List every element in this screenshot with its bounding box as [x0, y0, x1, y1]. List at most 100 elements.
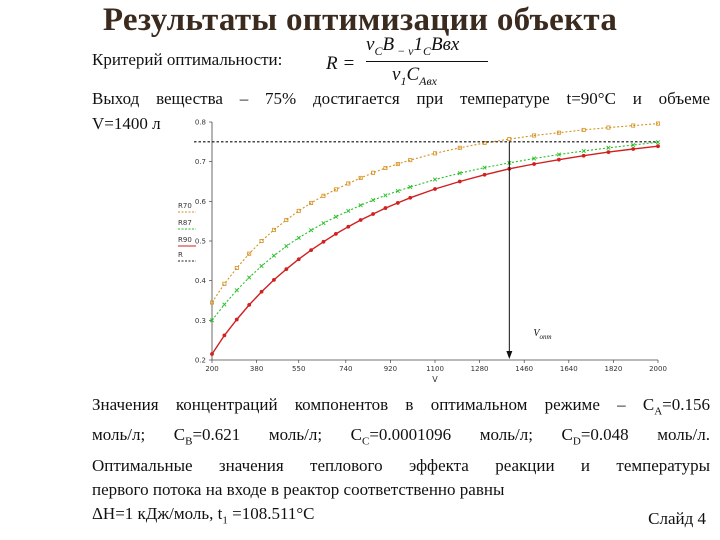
- x-tick-label: 1820: [604, 365, 622, 373]
- data-point-R90: [532, 162, 537, 166]
- data-point-R87: [581, 148, 586, 154]
- data-point-R90: [383, 206, 388, 210]
- data-point-R87: [358, 203, 363, 208]
- data-point-R87: [482, 165, 487, 170]
- legend-label-R70: R70: [178, 202, 192, 210]
- results-line-1: Значения концентраций компонентов в опти…: [92, 395, 710, 418]
- data-point-R70: [309, 200, 314, 205]
- y-tick-label: 0.3: [195, 317, 206, 325]
- data-point-R70: [457, 145, 462, 150]
- data-point-R87: [222, 302, 227, 307]
- x-tick-label: 920: [384, 365, 397, 373]
- data-point-R90: [309, 248, 314, 253]
- y-tick-label: 0.6: [195, 198, 207, 206]
- data-point-R90: [247, 302, 252, 307]
- data-point-R70: [259, 239, 264, 244]
- data-point-R87: [370, 198, 376, 203]
- data-point-R90: [631, 147, 636, 151]
- data-point-R70: [247, 251, 252, 256]
- x-tick-label: 200: [205, 365, 218, 373]
- data-point-R87: [383, 193, 388, 198]
- legend-label-extra: R: [178, 251, 183, 259]
- data-point-R70: [271, 227, 276, 232]
- data-point-R87: [308, 228, 314, 233]
- data-point-R90: [296, 257, 301, 262]
- optimum-arrow-head: [506, 351, 513, 359]
- data-point-R87: [296, 235, 301, 240]
- data-point-R70: [408, 158, 413, 163]
- data-point-R87: [271, 253, 277, 258]
- y-tick-label: 0.8: [195, 119, 206, 127]
- data-point-R70: [631, 123, 636, 128]
- data-point-R87: [321, 221, 326, 226]
- data-point-R70: [507, 137, 512, 142]
- data-point-R87: [408, 184, 413, 190]
- criterion-label: Критерий оптимальности:: [92, 50, 283, 69]
- data-point-R87: [395, 188, 400, 194]
- data-point-R70: [556, 130, 561, 135]
- data-point-R90: [556, 157, 561, 162]
- data-point-R70: [222, 281, 227, 286]
- results-line-3: Оптимальные значения теплового эффекта р…: [92, 455, 710, 475]
- data-point-R90: [433, 187, 437, 191]
- data-point-R90: [395, 201, 400, 205]
- slide-number: Слайд 4: [648, 509, 706, 528]
- data-point-R87: [631, 142, 636, 148]
- formula-denominator: ν1CAвх: [392, 64, 437, 88]
- series-line-R70: [211, 123, 659, 303]
- yield-text-line-1: Выход вещества – 75% достигается при тем…: [92, 89, 710, 108]
- data-point-R70: [234, 265, 239, 270]
- yield-text-line-2: V=1400 л: [92, 114, 161, 133]
- x-tick-label: 1460: [515, 365, 533, 373]
- data-point-R90: [234, 317, 239, 322]
- data-point-R87: [247, 275, 252, 280]
- data-point-R90: [284, 267, 289, 272]
- data-point-R90: [457, 179, 462, 184]
- legend-label-R87: R87: [178, 219, 192, 227]
- results-line-5: ΔH=1 кДж/моль, t1 =108.511°C: [92, 503, 315, 527]
- optimum-volume-label: Vопт: [533, 328, 551, 341]
- y-tick-label: 0.4: [195, 277, 207, 285]
- data-point-R87: [346, 208, 351, 213]
- x-tick-label: 740: [339, 365, 352, 373]
- formula-numerator: νCB − ν1CBвх: [366, 34, 460, 58]
- data-point-R90: [210, 352, 214, 356]
- data-point-R87: [432, 177, 438, 182]
- results-paragraph: Значения концентраций компонентов в опти…: [92, 393, 710, 532]
- data-point-R70: [358, 175, 363, 180]
- data-point-R87: [259, 263, 264, 269]
- data-point-R90: [259, 289, 264, 294]
- x-tick-label: 1100: [426, 365, 444, 373]
- data-point-R87: [333, 214, 339, 219]
- data-point-R70: [606, 125, 611, 130]
- y-tick-label: 0.7: [195, 158, 206, 166]
- series-line-R87: [211, 141, 659, 321]
- data-point-R87: [606, 145, 611, 150]
- data-point-R70: [333, 187, 338, 192]
- y-tick-label: 0.2: [195, 357, 206, 365]
- results-line-2: моль/л; CB=0.621 моль/л; CC=0.0001096 мо…: [92, 425, 710, 448]
- data-point-R70: [371, 170, 376, 175]
- criterion-formula: R = νCB − ν1CBвх ν1CAвх: [326, 34, 496, 92]
- slide-title: Результаты оптимизации объекта: [102, 2, 618, 38]
- data-point-R87: [457, 171, 462, 176]
- data-point-R90: [606, 150, 611, 155]
- data-point-R70: [581, 127, 586, 132]
- formula-fraction-bar: [366, 61, 488, 62]
- x-axis-title: V: [432, 375, 438, 384]
- formula-lhs: R =: [326, 53, 356, 74]
- data-point-R90: [371, 212, 375, 216]
- y-tick-label: 0.5: [195, 238, 206, 246]
- data-point-R70: [321, 193, 326, 198]
- data-point-R70: [383, 166, 388, 171]
- data-point-R70: [284, 217, 289, 222]
- data-point-R87: [556, 152, 562, 157]
- data-point-R87: [234, 288, 239, 293]
- data-point-R90: [408, 195, 413, 200]
- data-point-R87: [284, 244, 289, 249]
- data-point-R90: [358, 218, 363, 222]
- optimization-chart: 0.2 0.3 0.4 0.5 0.6 0.7 0.8 200 380 550 740 920 1100…: [178, 119, 667, 384]
- data-point-R90: [222, 333, 227, 338]
- data-point-R70: [532, 133, 537, 138]
- data-point-R70: [296, 208, 301, 213]
